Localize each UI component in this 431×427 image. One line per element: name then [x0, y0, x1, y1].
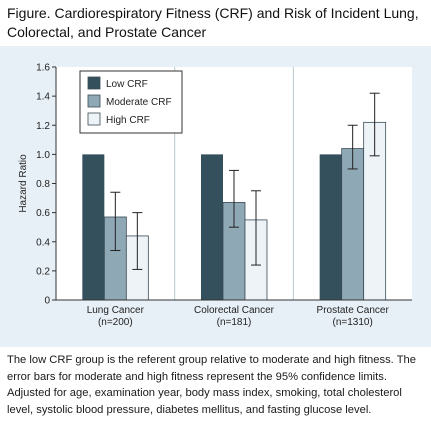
legend-swatch-moderate-crf — [87, 94, 101, 108]
bar-low-crf-prostate-cancer — [319, 154, 342, 300]
legend-label-high-crf: High CRF — [106, 115, 150, 126]
legend-swatch-low-crf — [87, 76, 101, 90]
y-tick-label: 0.4 — [36, 237, 50, 248]
bar-low-crf-colorectal-cancer — [201, 154, 223, 300]
y-tick-label: 0.6 — [36, 208, 50, 219]
y-tick-label: 1.2 — [36, 121, 50, 132]
legend-swatch-high-crf — [87, 112, 101, 126]
y-tick-label: 1.0 — [36, 150, 50, 161]
y-tick-label: 0.2 — [36, 266, 50, 277]
x-category-count: (n=200) — [98, 317, 133, 328]
x-category-count: (n=1310) — [333, 317, 373, 328]
bar-moderate-crf-prostate-cancer — [341, 148, 365, 301]
plot-panel: Low CRF Moderate CRF High CRF 0 0.2 0.4 0.6 0.… — [0, 46, 431, 347]
x-category-label: Colorectal Cancer — [194, 305, 275, 316]
figure-caption: The low CRF group is the referent group … — [7, 354, 416, 416]
y-axis-title: Hazard Ratio — [18, 154, 29, 213]
legend-label-moderate-crf: Moderate CRF — [106, 97, 172, 108]
figure-title-line-1: Figure. Cardiorespiratory Fitness (CRF) … — [7, 5, 419, 21]
figure-title-line-2: Colorectal, and Prostate Cancer — [7, 24, 207, 40]
figure-title: Figure. Cardiorespiratory Fitness (CRF) … — [7, 4, 427, 42]
x-category-label: Lung Cancer — [87, 305, 145, 316]
y-tick-label: 1.6 — [36, 63, 50, 74]
y-tick-label: 1.4 — [36, 92, 50, 103]
error-bar-high-crf-colorectal-cancer — [251, 190, 261, 266]
error-bar-high-crf-prostate-cancer — [369, 92, 380, 157]
bar-low-crf-lung-cancer — [82, 154, 105, 300]
error-bar-moderate-crf-lung-cancer — [110, 191, 121, 251]
x-category-label: Prostate Cancer — [317, 305, 390, 316]
legend-label-low-crf: Low CRF — [106, 79, 148, 90]
error-bar-high-crf-lung-cancer — [132, 212, 143, 270]
error-bar-moderate-crf-colorectal-cancer — [229, 169, 239, 228]
x-category-count: (n=181) — [217, 317, 252, 328]
error-bar-moderate-crf-prostate-cancer — [347, 124, 358, 170]
hazard-ratio-bar-chart: Low CRF Moderate CRF High CRF 0 0.2 0.4 0.6 0.… — [18, 63, 412, 328]
y-tick-label: 0.8 — [36, 179, 50, 190]
y-tick-label: 0 — [44, 296, 50, 307]
